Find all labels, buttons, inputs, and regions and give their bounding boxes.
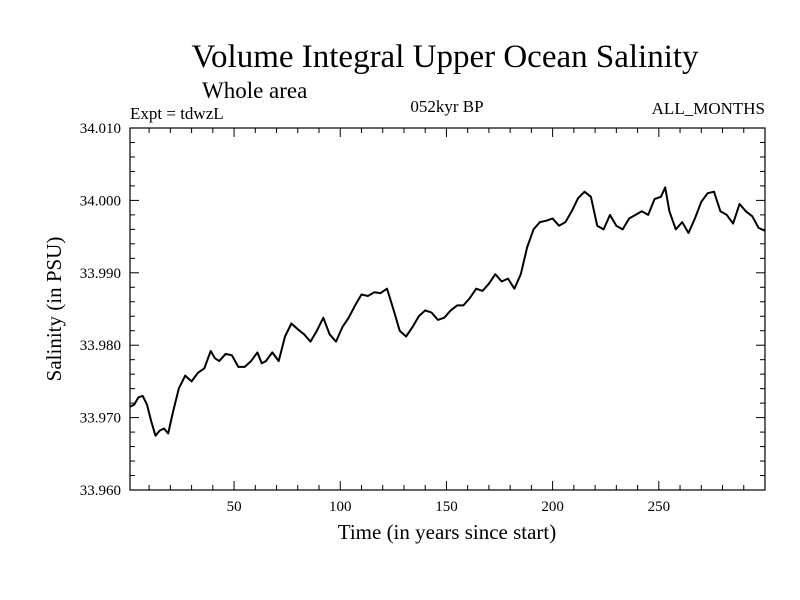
experiment-label: Expt = tdwzL: [130, 104, 224, 123]
y-tick-label: 33.970: [80, 411, 121, 427]
x-tick-label: 50: [227, 499, 242, 515]
x-axis-label: Time (in years since start): [338, 520, 557, 544]
x-tick-label: 100: [329, 499, 352, 515]
x-tick-label: 150: [435, 499, 458, 515]
salinity-series-line: [129, 186, 766, 437]
plot-frame: [129, 127, 766, 491]
y-tick-label: 34.000: [80, 193, 121, 209]
y-tick-label: 33.990: [80, 266, 121, 282]
x-tick-label: 200: [541, 499, 564, 515]
y-axis-label: Salinity (in PSU): [42, 237, 66, 382]
period-label: 052kyr BP: [410, 97, 483, 116]
axis-ticks: [130, 128, 765, 490]
chart-title: Volume Integral Upper Ocean Salinity: [191, 39, 699, 75]
months-label: ALL_MONTHS: [652, 99, 765, 118]
x-tick-labels: 50 100 150 200 250: [227, 499, 670, 515]
x-tick-label: 250: [648, 499, 671, 515]
y-tick-label: 33.960: [80, 483, 121, 499]
y-tick-label: 33.980: [80, 338, 121, 354]
y-tick-label: 34.010: [80, 121, 121, 137]
chart-subtitle: Whole area: [202, 78, 307, 103]
y-tick-labels: 33.960 33.970 33.980 33.990 34.000 34.010: [80, 121, 121, 499]
